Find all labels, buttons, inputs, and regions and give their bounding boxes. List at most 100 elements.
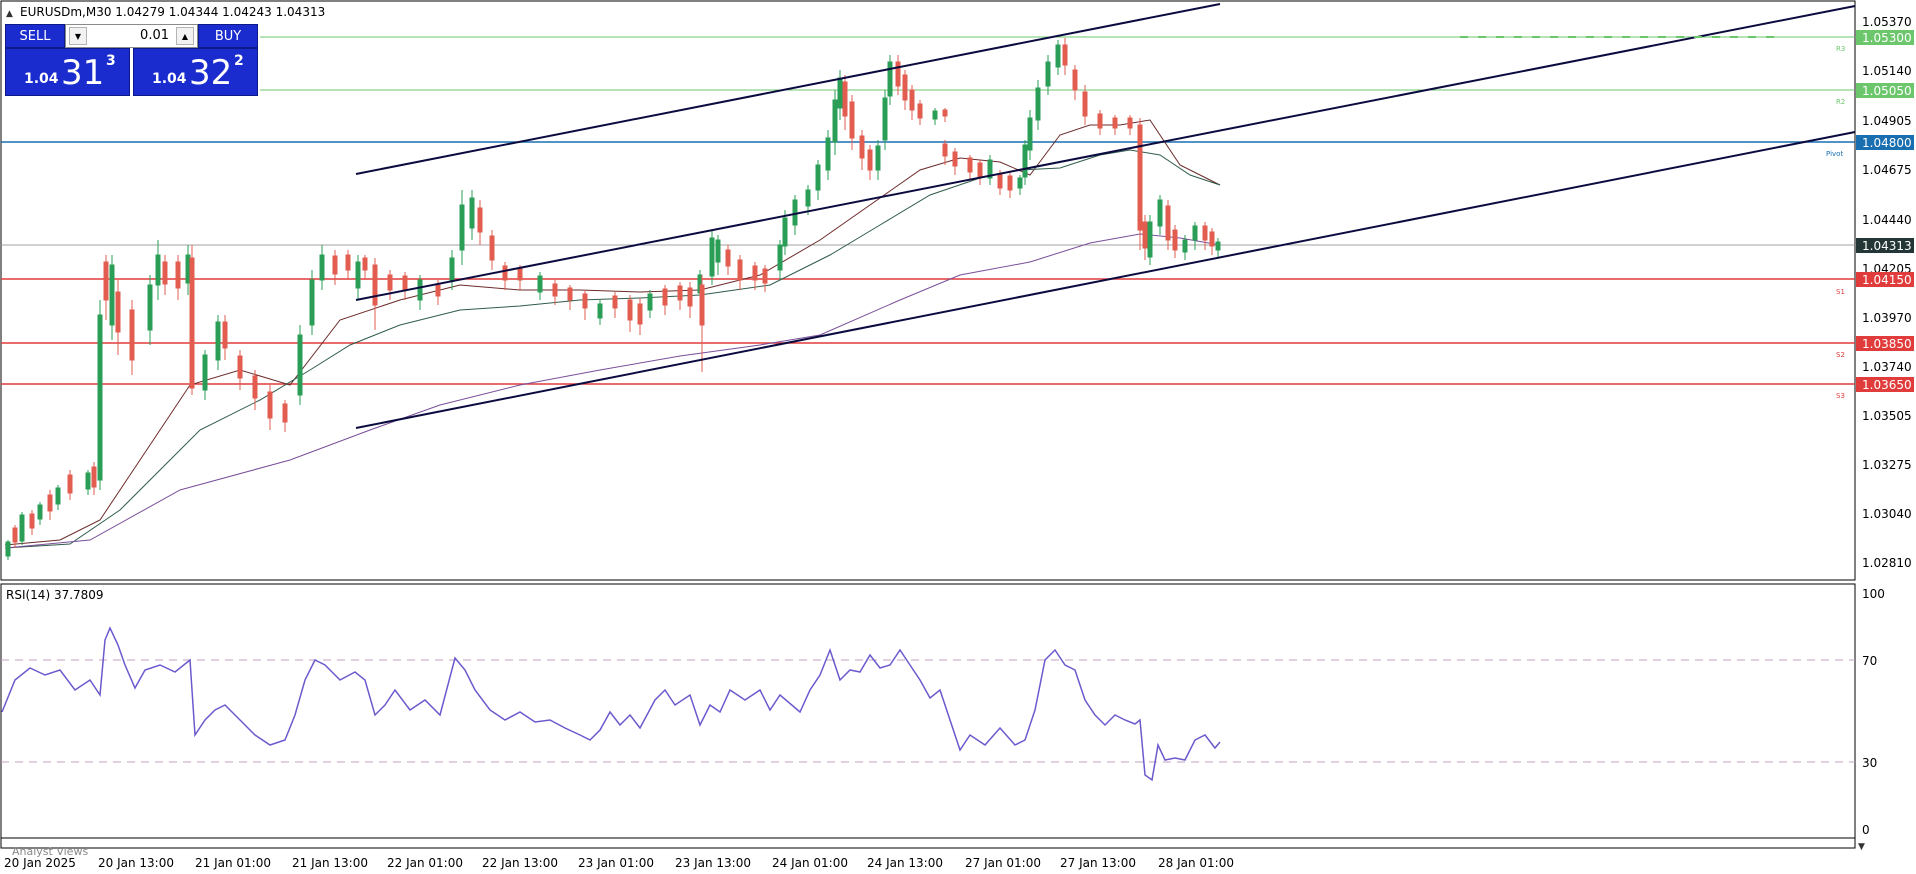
candle <box>103 261 109 301</box>
candle <box>459 204 465 251</box>
time-tick: 21 Jan 01:00 <box>195 856 271 870</box>
r2-tag: R2 <box>1836 98 1845 106</box>
candle <box>752 265 758 281</box>
price-tick: 1.03505 <box>1862 409 1912 423</box>
analyst-views-tab[interactable]: Analyst Views <box>12 845 88 858</box>
lot-size-input[interactable]: ▼ 0.01 ▲ <box>65 24 198 48</box>
main-chart-area[interactable] <box>0 0 1856 581</box>
candle <box>1072 69 1078 91</box>
candle <box>517 267 523 281</box>
candle <box>155 254 161 286</box>
chevron-up-icon: ▲ <box>181 31 189 41</box>
sell-button[interactable]: SELL <box>5 24 65 48</box>
candle <box>849 101 855 139</box>
rsi-line <box>1 626 1221 782</box>
candle <box>805 189 811 207</box>
price-tick: 1.03040 <box>1862 507 1912 521</box>
candle <box>237 355 243 379</box>
candles-bull <box>5 40 1221 560</box>
candle <box>252 375 258 399</box>
candle <box>815 164 821 191</box>
candle <box>215 321 221 361</box>
candle <box>489 235 495 261</box>
candle <box>1127 117 1133 129</box>
candle <box>1027 117 1033 151</box>
rsi-tick: 30 <box>1862 756 1877 770</box>
time-tick: 24 Jan 13:00 <box>867 856 943 870</box>
candle <box>267 391 273 419</box>
candle <box>1172 229 1178 251</box>
r3-price-badge <box>1856 30 1914 45</box>
channel-upper-line[interactable] <box>355 3 1221 175</box>
price-tick: 1.05140 <box>1862 64 1912 78</box>
time-tick: 23 Jan 13:00 <box>675 856 751 870</box>
candle <box>1055 44 1061 68</box>
candle <box>699 284 705 326</box>
candle <box>417 279 423 301</box>
candle <box>189 257 195 389</box>
chart-header: EURUSDm,M30 1.04279 1.04344 1.04243 1.04… <box>20 5 325 19</box>
candle <box>977 162 983 178</box>
candle <box>129 309 135 361</box>
pivot-tag: Pivot <box>1826 150 1843 158</box>
buy-button[interactable]: BUY <box>198 24 258 48</box>
candle <box>715 239 721 263</box>
price-tick: 1.03970 <box>1862 311 1912 325</box>
channel-lower-line[interactable] <box>355 131 1856 429</box>
rsi-subwindow[interactable] <box>0 583 1856 839</box>
candle <box>677 285 683 301</box>
candle <box>882 97 888 141</box>
candle <box>1157 199 1163 227</box>
lot-increase-button[interactable]: ▲ <box>176 27 194 45</box>
rsi-tick: 70 <box>1862 654 1877 668</box>
candle <box>895 61 901 87</box>
candle <box>435 283 441 297</box>
r3-price: 1.05300 <box>1862 31 1912 45</box>
candle <box>297 334 303 396</box>
buy-price-sup: 2 <box>234 53 244 69</box>
candle <box>185 254 191 284</box>
ma-fast-line <box>4 119 1221 546</box>
candle <box>942 143 948 157</box>
time-tick: 22 Jan 13:00 <box>482 856 558 870</box>
time-tick: 27 Jan 13:00 <box>1060 856 1136 870</box>
s3-price-badge <box>1856 377 1914 392</box>
time-tick: 20 Jan 2025 <box>4 856 76 870</box>
price-scale: 1.05370 1.05140 1.04905 1.04675 1.04440 … <box>1862 15 1912 570</box>
candle <box>662 288 668 306</box>
candle <box>837 77 843 109</box>
sell-quote[interactable]: 1.04 31 3 <box>5 48 130 96</box>
lot-decrease-button[interactable]: ▼ <box>69 27 87 45</box>
s2-price: 1.03850 <box>1862 337 1912 351</box>
candle <box>627 299 633 321</box>
trend-channel[interactable] <box>355 3 1856 429</box>
candle <box>332 255 338 275</box>
lot-value[interactable]: 0.01 <box>140 28 169 43</box>
candle <box>859 135 865 159</box>
candle <box>997 173 1003 189</box>
buy-quote[interactable]: 1.04 32 2 <box>133 48 258 96</box>
candle <box>202 354 208 391</box>
scroll-arrow-icon[interactable]: ▼ <box>1858 842 1865 852</box>
pivot-price-badge <box>1856 135 1914 150</box>
r3-tag: R3 <box>1836 45 1845 53</box>
candle <box>502 265 508 281</box>
candle <box>792 199 798 226</box>
candle <box>709 237 715 277</box>
chart-collapse-icon[interactable]: ▲ <box>6 9 13 19</box>
candle <box>477 207 483 233</box>
candle <box>875 145 881 171</box>
candle <box>345 254 351 271</box>
candle <box>97 314 103 481</box>
candle <box>1142 221 1148 249</box>
candle <box>825 137 831 171</box>
time-tick: 24 Jan 01:00 <box>772 856 848 870</box>
sell-price-big: 31 <box>61 53 105 93</box>
candle <box>1045 61 1051 87</box>
candle <box>1202 225 1208 241</box>
s1-price-badge <box>1856 272 1914 287</box>
channel-middle-line[interactable] <box>355 5 1856 301</box>
level-lines[interactable] <box>1 36 1855 385</box>
candle <box>537 275 543 293</box>
